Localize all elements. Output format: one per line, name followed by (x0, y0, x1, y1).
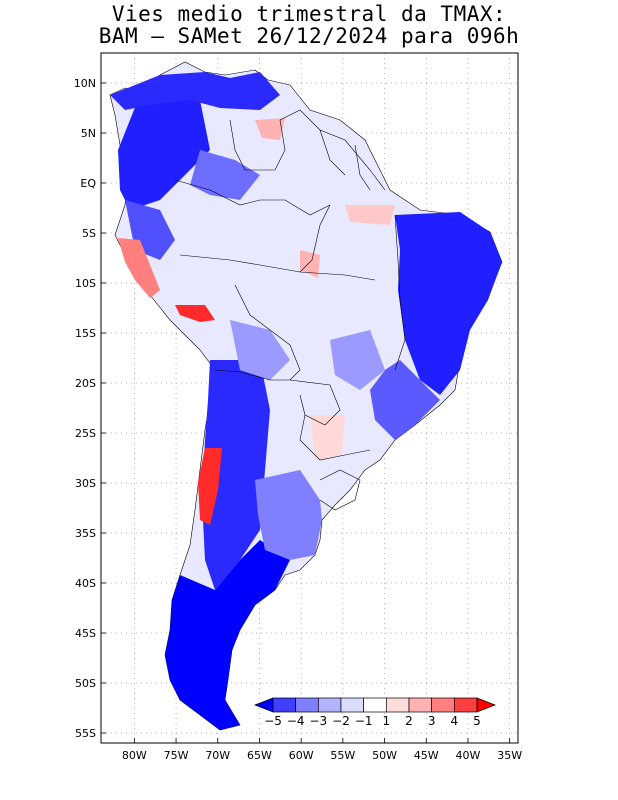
lon-label: 40W (456, 749, 481, 762)
lat-label: 50S (75, 677, 96, 690)
map-title-line2: BAM – SAMet 26/12/2024 para 096h (98, 24, 520, 48)
colorbar-swatch (453, 697, 478, 713)
colorbar-swatch (295, 697, 319, 713)
colorbar-label: 1 (383, 714, 391, 728)
colorbar-swatch (363, 697, 387, 713)
map-frame (100, 52, 519, 744)
colorbar-label: −2 (332, 714, 350, 728)
colorbar-label: 2 (405, 714, 413, 728)
colorbar-swatch (431, 697, 455, 713)
colorbar-swatch (317, 697, 342, 713)
lon-label: 35W (497, 749, 522, 762)
lat-label: 15S (75, 327, 96, 340)
lat-label: 5S (82, 227, 96, 240)
colorbar-label: 5 (473, 714, 481, 728)
lon-label: 75W (164, 749, 189, 762)
colorbar-max-arrow (476, 697, 496, 713)
lat-label: 40S (75, 577, 96, 590)
lat-label: 25S (75, 427, 96, 440)
positive-bias-areas (118, 118, 395, 525)
lon-label: 45W (414, 749, 439, 762)
lon-label: 60W (289, 749, 314, 762)
axis-labels: 10N 5N EQ 5S 10S 15S 20S 25S 30S 35S 40S 45S 50S 55S 8… (74, 77, 522, 762)
lat-label: 45S (75, 627, 96, 640)
lon-label: 80W (122, 749, 147, 762)
colorbar-label: −3 (309, 714, 327, 728)
map-title-line1: Vies medio trimestral da TMAX: (111, 2, 507, 26)
lat-label: 10N (74, 77, 96, 90)
colorbar-swatch (340, 697, 365, 713)
lat-label: 55S (75, 727, 96, 740)
lon-label: 70W (205, 749, 230, 762)
colorbar-swatch (385, 697, 410, 713)
lat-label: 5N (81, 127, 96, 140)
lat-label: 20S (75, 377, 96, 390)
negative-bias-areas (110, 72, 502, 730)
colorbar-label: −1 (355, 714, 373, 728)
colorbar: −5 −4 −3 −2 −1 1 2 3 4 5 (254, 697, 496, 728)
colorbar-swatch (272, 697, 297, 713)
lon-label: 55W (330, 749, 355, 762)
lon-label: 50W (372, 749, 397, 762)
lat-label: 10S (75, 277, 96, 290)
country-borders (174, 109, 406, 511)
lat-label: 30S (75, 477, 96, 490)
colorbar-swatch (408, 697, 433, 713)
lat-label: 35S (75, 527, 96, 540)
colorbar-label: 4 (451, 714, 459, 728)
lat-label: EQ (80, 177, 96, 190)
colorbar-label: 3 (428, 714, 436, 728)
colorbar-label: −5 (264, 714, 282, 728)
colorbar-label: −4 (287, 714, 305, 728)
lon-label: 65W (247, 749, 272, 762)
